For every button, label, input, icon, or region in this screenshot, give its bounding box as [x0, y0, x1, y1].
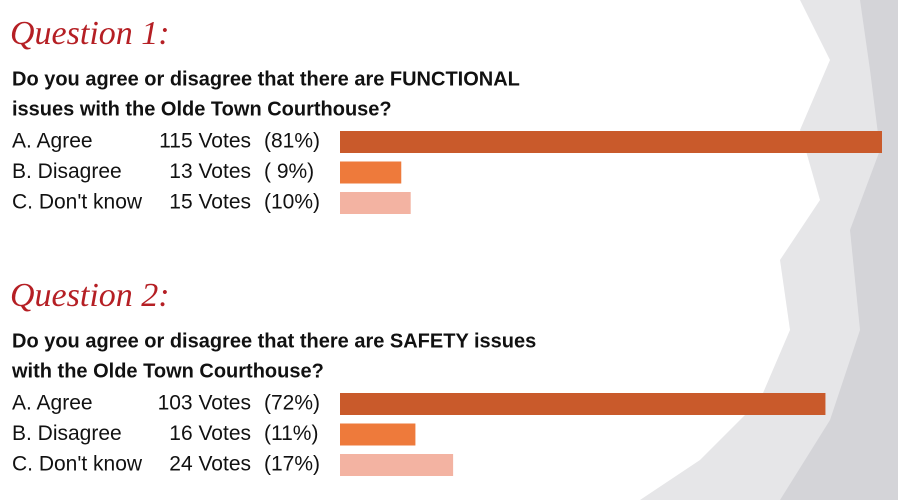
answer-label: A. Agree [12, 392, 93, 415]
background-brush [640, 0, 898, 500]
vote-share: (17%) [264, 453, 320, 476]
vote-count: 13 Votes [169, 160, 251, 183]
answer-label: B. Disagree [12, 160, 122, 183]
question-text: Do you agree or disagree that there are … [12, 330, 536, 352]
answer-label: C. Don't know [12, 191, 143, 214]
bar [340, 131, 882, 153]
question-text: with the Olde Town Courthouse? [11, 360, 324, 382]
bar [340, 454, 454, 476]
answer-label: B. Disagree [12, 422, 122, 445]
question-text: issues with the Olde Town Courthouse? [12, 98, 392, 120]
question-text: Do you agree or disagree that there are … [12, 68, 520, 90]
vote-count: 16 Votes [169, 422, 251, 445]
vote-share: (72%) [264, 392, 320, 415]
question-title: Question 1: [10, 15, 170, 52]
background-brush-shade [780, 0, 898, 500]
bar [340, 393, 826, 415]
bar [340, 161, 402, 184]
answer-label: A. Agree [12, 130, 93, 153]
vote-share: (11%) [264, 422, 318, 445]
vote-count: 24 Votes [169, 453, 251, 476]
vote-count: 15 Votes [169, 191, 251, 214]
vote-share: (81%) [264, 130, 320, 153]
vote-count: 115 Votes [159, 130, 251, 153]
question-title: Question 2: [10, 277, 170, 314]
answer-label: C. Don't know [12, 453, 143, 476]
bar [340, 192, 411, 214]
bar [340, 423, 416, 446]
vote-share: (10%) [264, 191, 320, 214]
vote-count: 103 Votes [158, 392, 251, 415]
vote-share: ( 9%) [264, 160, 314, 183]
